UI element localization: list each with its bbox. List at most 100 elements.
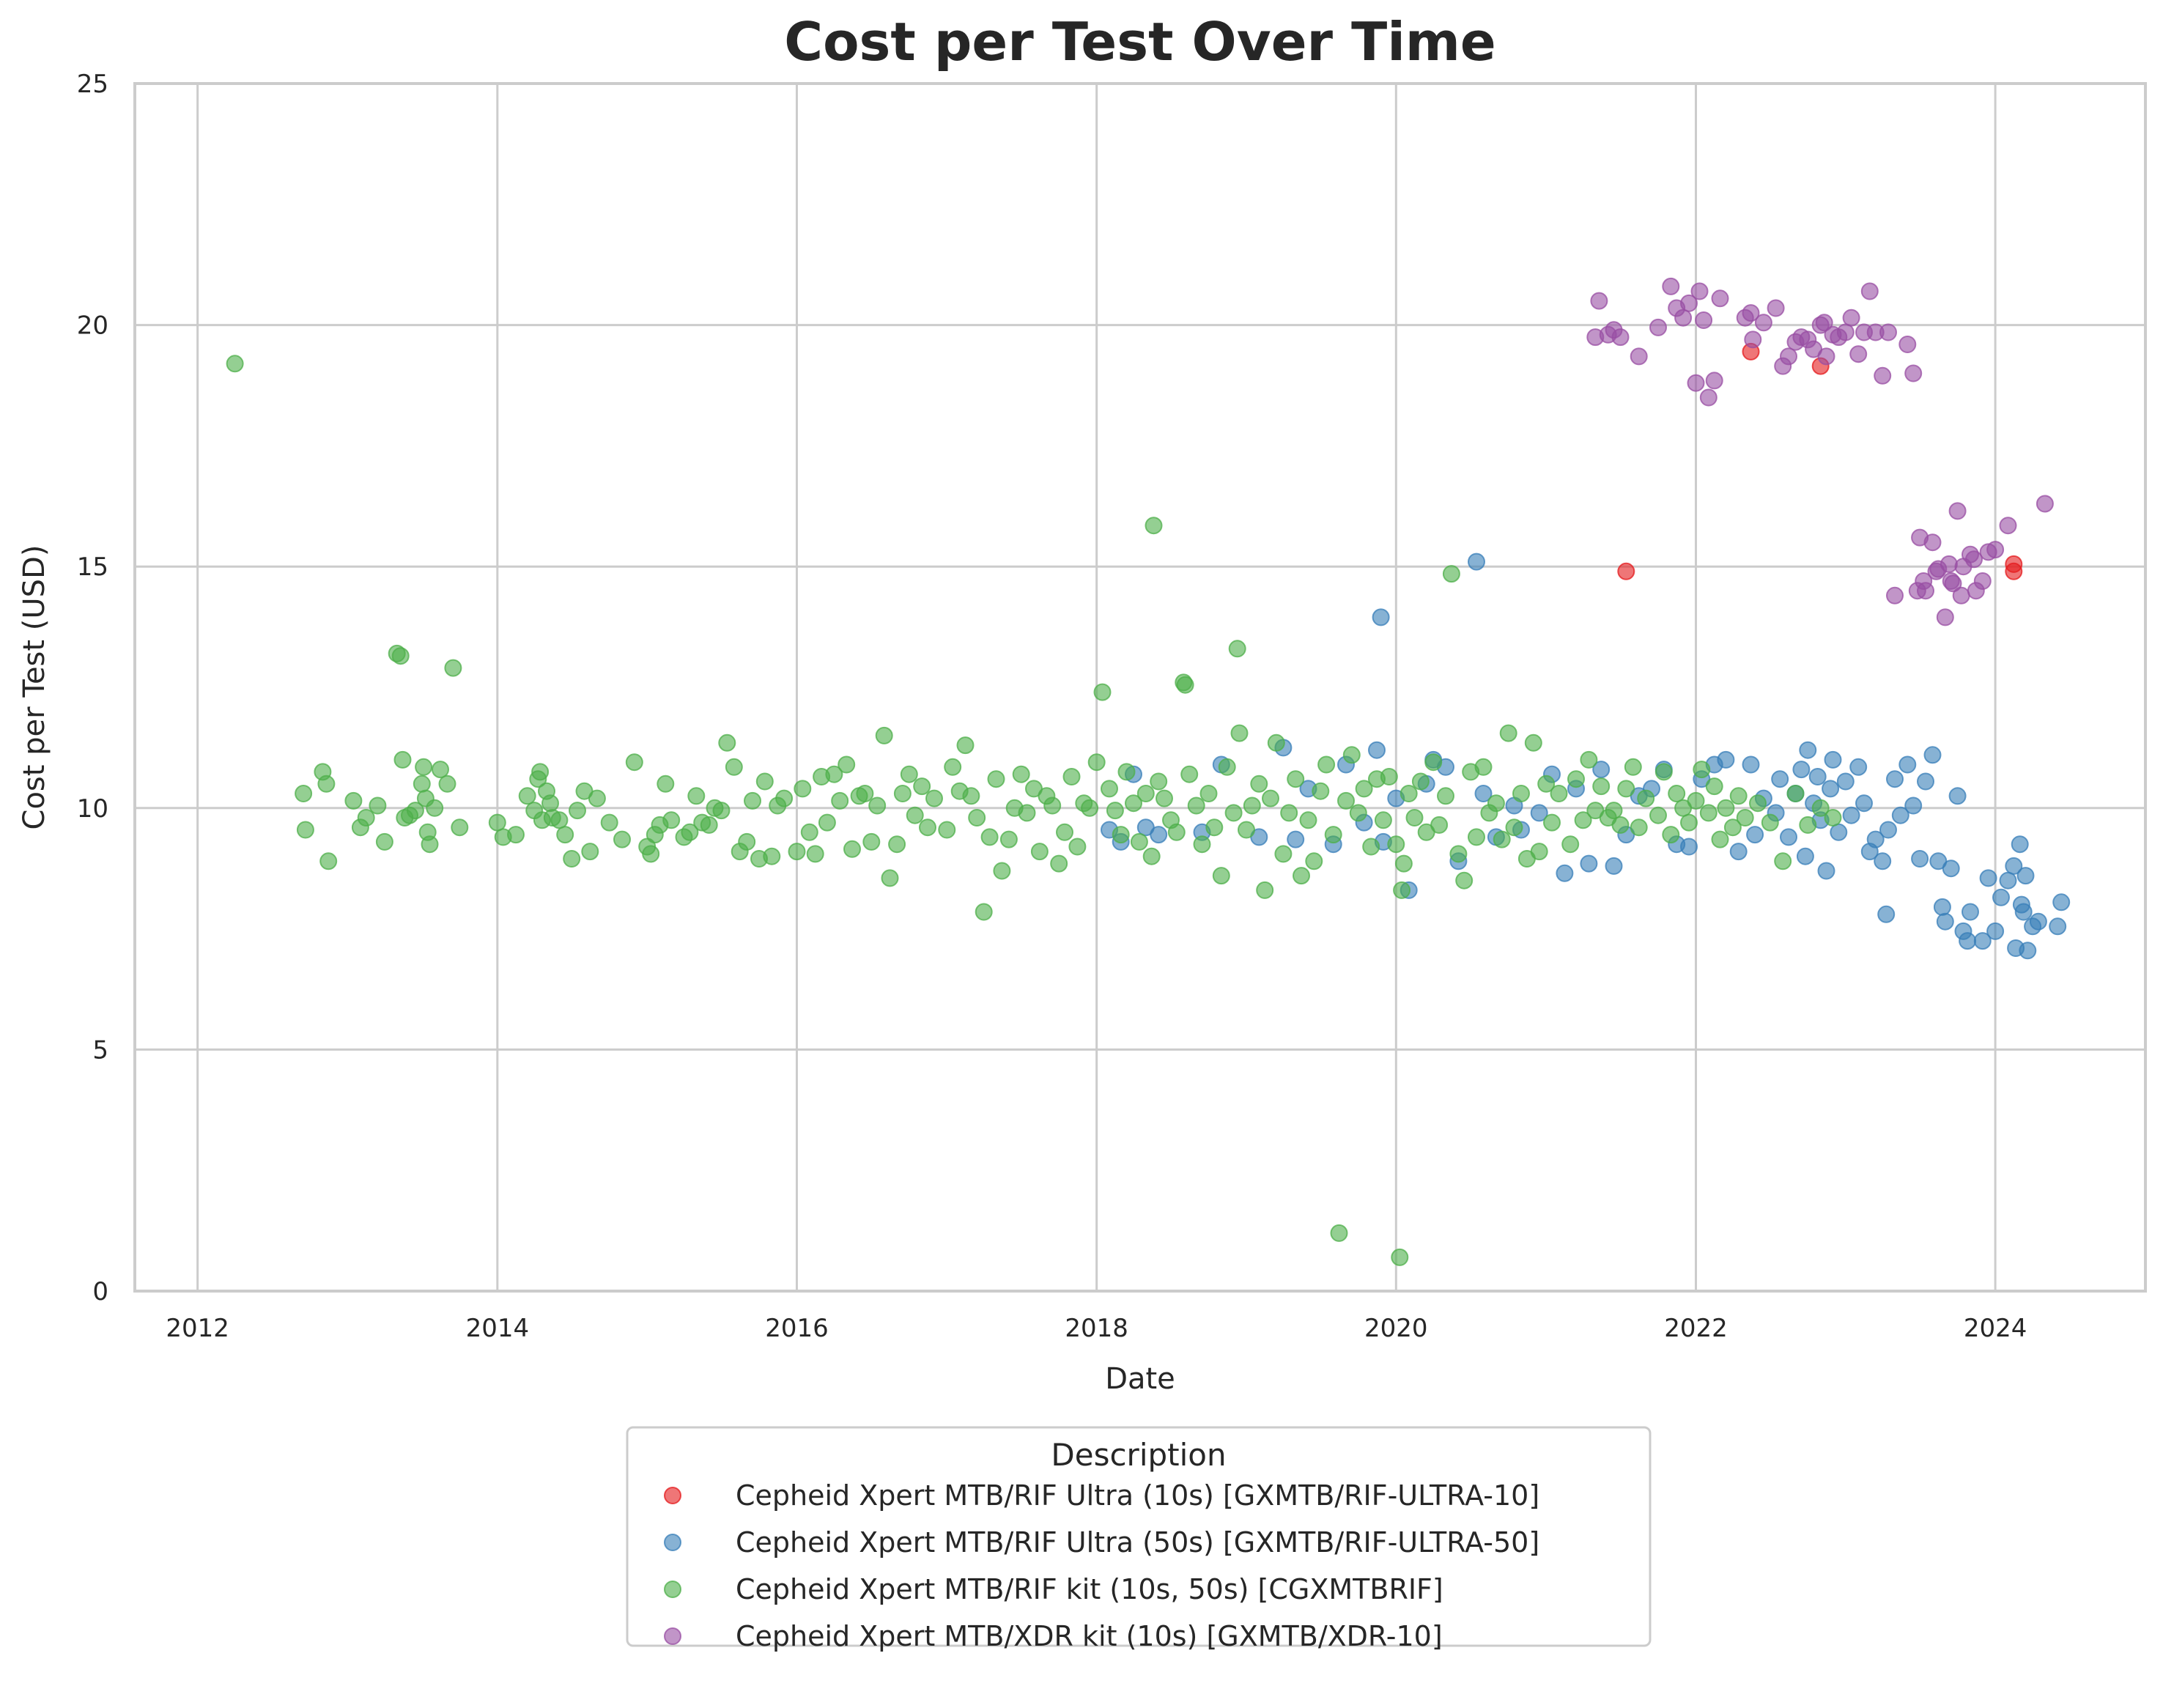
data-point <box>956 736 975 755</box>
data-point <box>938 821 956 839</box>
legend-entries: Cepheid Xpert MTB/RIF Ultra (10s) [GXMTB… <box>664 1479 1539 1652</box>
data-point <box>1580 750 1598 769</box>
x-axis-ticks: 2012 2014 2016 2018 2020 2022 2024 <box>166 1314 2027 1343</box>
data-point <box>2011 835 2029 854</box>
data-point <box>1349 804 1367 822</box>
data-point <box>444 659 462 677</box>
data-point <box>1654 763 1673 781</box>
data-point <box>1699 388 1718 407</box>
chart-title: Cost per Test Over Time <box>784 11 1496 73</box>
data-point <box>1717 750 1735 769</box>
data-point <box>1468 828 1485 846</box>
data-point <box>1674 308 1693 327</box>
data-point <box>1324 826 1342 844</box>
data-point <box>1799 741 1817 759</box>
data-point <box>1808 768 1827 785</box>
data-point <box>1136 785 1155 802</box>
data-point <box>1550 785 1568 802</box>
data-point <box>794 780 812 798</box>
data-point <box>2005 857 2023 875</box>
data-point <box>1898 755 1917 774</box>
data-point <box>375 832 393 851</box>
data-point <box>1125 794 1142 813</box>
data-point <box>369 796 387 815</box>
data-point <box>1680 813 1698 832</box>
series-3 <box>1586 277 2054 626</box>
data-point <box>1250 774 1268 793</box>
data-point <box>1680 294 1698 312</box>
data-point <box>600 813 618 832</box>
data-point <box>518 787 536 805</box>
data-point <box>2014 903 2033 921</box>
data-point <box>556 826 574 844</box>
data-point <box>1493 830 1511 849</box>
data-point <box>1218 758 1236 776</box>
data-point <box>1611 328 1630 347</box>
legend-entry-label: Cepheid Xpert MTB/RIF Ultra (10s) [GXMTB… <box>736 1479 1539 1512</box>
data-point <box>856 785 874 802</box>
data-point <box>681 823 699 841</box>
data-point <box>1940 555 1958 573</box>
data-point <box>1374 811 1392 829</box>
data-point <box>642 845 660 863</box>
x-tick-label: 2014 <box>466 1314 530 1343</box>
data-point <box>1262 789 1279 807</box>
data-point <box>1944 574 1962 593</box>
data-point <box>1368 741 1386 759</box>
data-point <box>413 774 431 793</box>
data-point <box>1112 826 1130 844</box>
data-point <box>838 755 856 774</box>
data-point <box>906 806 924 824</box>
data-point <box>1455 871 1474 890</box>
data-point <box>1761 813 1779 832</box>
data-point <box>1387 835 1405 854</box>
data-point <box>1150 772 1168 791</box>
data-point <box>1792 761 1811 779</box>
data-point <box>1668 785 1686 802</box>
data-point <box>1690 282 1709 300</box>
data-point <box>1796 847 1814 865</box>
data-point <box>1680 838 1698 856</box>
legend-marker <box>664 1487 681 1504</box>
data-point <box>1824 809 1842 827</box>
data-point <box>1849 345 1868 363</box>
data-point <box>763 847 781 865</box>
data-point <box>2019 942 2037 960</box>
data-point <box>1754 314 1772 332</box>
data-point <box>1817 347 1835 366</box>
data-point <box>1723 818 1742 837</box>
legend-entry-label: Cepheid Xpert MTB/RIF Ultra (50s) [GXMTB… <box>736 1526 1539 1559</box>
data-point <box>1524 733 1542 752</box>
data-point <box>1736 809 1754 827</box>
data-point <box>1342 746 1361 764</box>
data-point <box>438 774 456 793</box>
data-point <box>488 813 506 832</box>
data-point <box>1767 299 1785 317</box>
data-point <box>1898 336 1917 353</box>
data-point <box>1855 794 1873 813</box>
data-point <box>1474 758 1493 776</box>
data-point <box>296 821 314 839</box>
data-point <box>1372 608 1390 626</box>
legend-title: Description <box>1051 1437 1226 1473</box>
data-point <box>1062 768 1081 785</box>
data-point <box>1630 347 1648 366</box>
data-point <box>1729 787 1748 805</box>
data-point <box>357 809 375 827</box>
data-point <box>1742 755 1760 774</box>
data-point <box>1424 753 1443 772</box>
data-point <box>1874 366 1892 385</box>
y-tick-label: 10 <box>77 794 108 824</box>
x-tick-label: 2016 <box>765 1314 829 1343</box>
data-point <box>2052 893 2071 912</box>
data-point <box>1117 763 1136 781</box>
data-point <box>1243 796 1261 815</box>
data-point <box>987 770 1005 788</box>
data-point <box>1637 789 1655 807</box>
data-point <box>944 758 962 776</box>
data-point <box>1543 813 1561 832</box>
data-point <box>2005 562 2023 580</box>
data-point <box>980 828 999 846</box>
data-point <box>451 818 469 837</box>
data-point <box>1030 843 1049 861</box>
